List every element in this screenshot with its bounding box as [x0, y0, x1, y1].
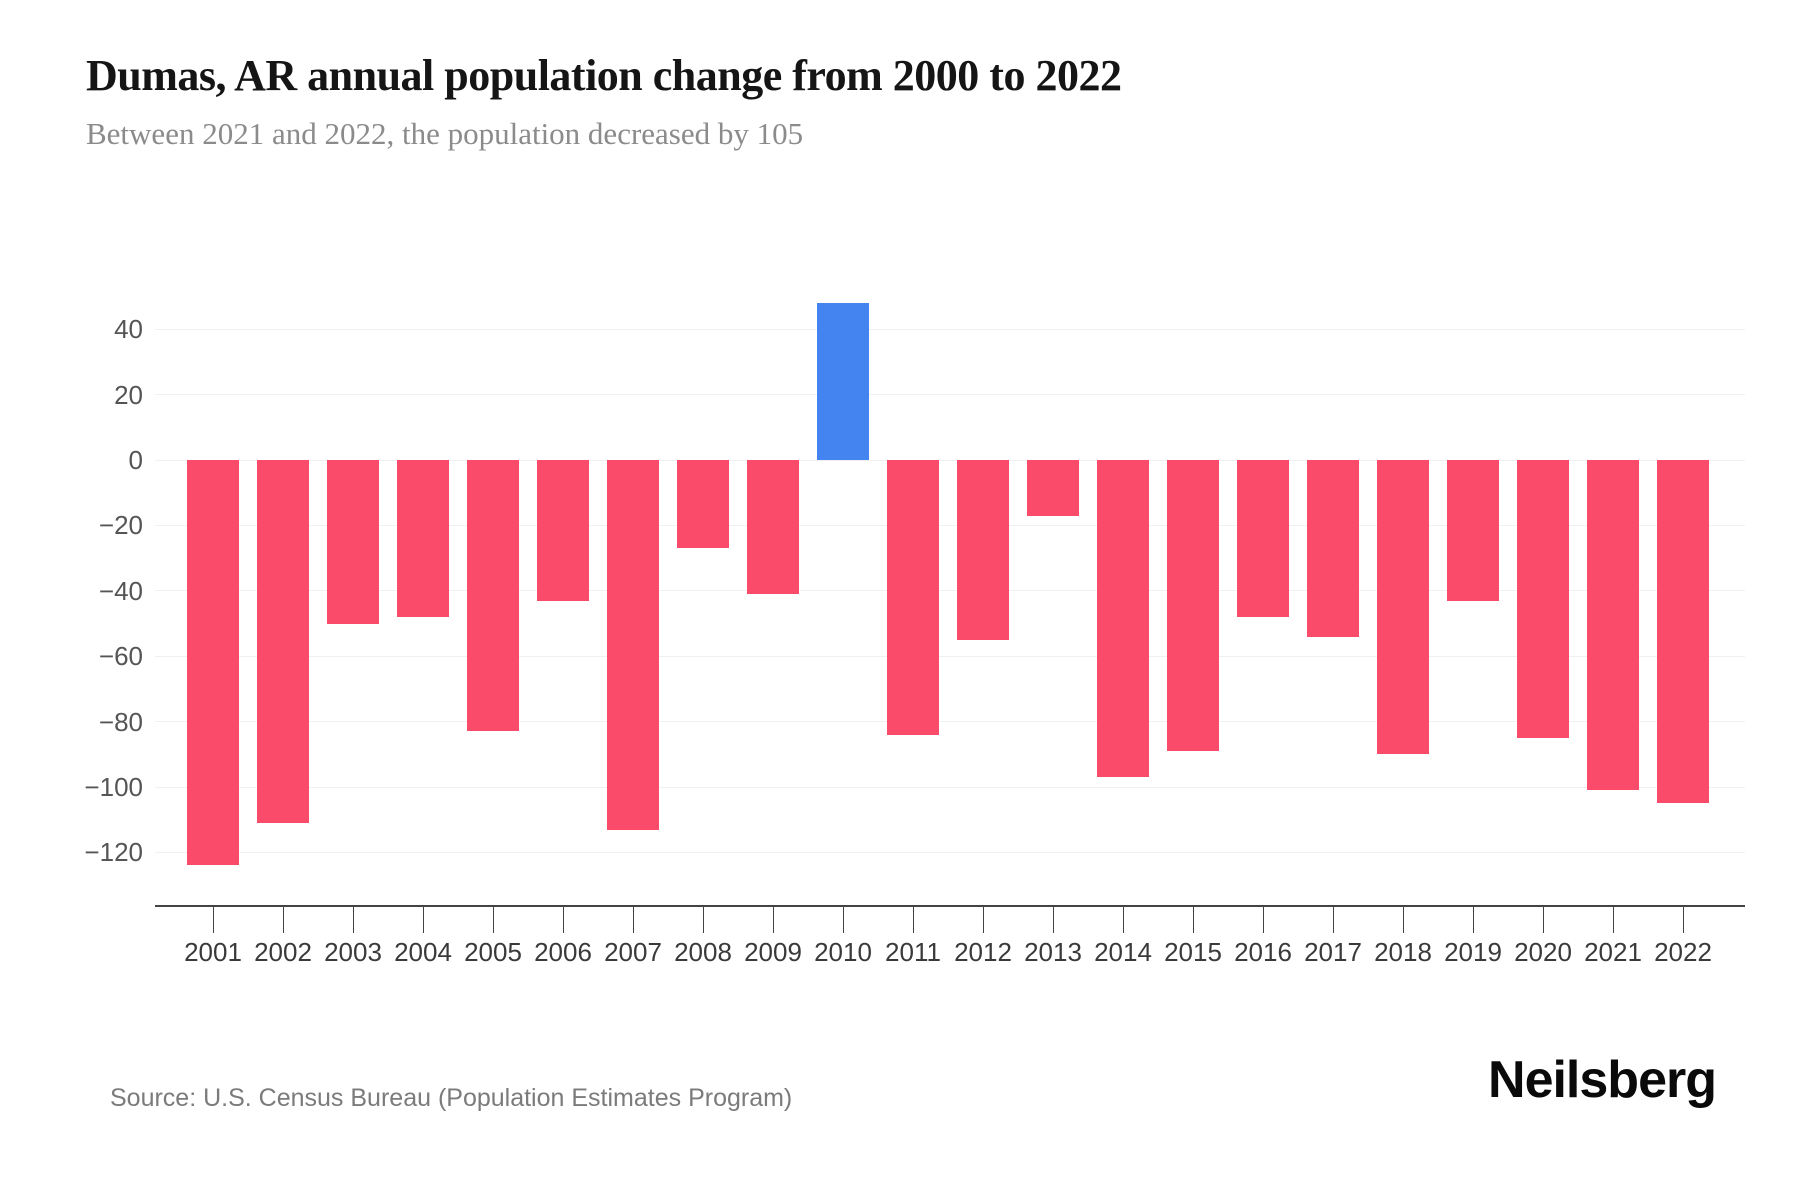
x-axis-tick-label: 2005 [464, 937, 522, 967]
x-axis-tick-label: 2010 [814, 937, 872, 967]
x-axis-tick [1543, 907, 1544, 933]
x-axis-line [155, 905, 1745, 907]
y-axis-tick-label: −100 [84, 772, 143, 802]
gridline [155, 459, 1745, 461]
gridline [155, 328, 1745, 330]
bar-2003[interactable] [327, 460, 379, 624]
x-axis-tick-label: 2012 [954, 937, 1012, 967]
bar-2007[interactable] [607, 460, 659, 830]
x-axis-tick [1473, 907, 1474, 933]
x-axis-tick [843, 907, 844, 933]
source-note: Source: U.S. Census Bureau (Population E… [110, 1084, 793, 1112]
x-axis-tick-label: 2020 [1514, 937, 1572, 967]
bar-2005[interactable] [467, 460, 519, 732]
chart-title: Dumas, AR annual population change from … [86, 51, 1122, 100]
x-axis-tick [1053, 907, 1054, 933]
x-axis-tick-label: 2022 [1654, 937, 1712, 967]
x-axis-tick-label: 2011 [885, 937, 941, 967]
x-axis-tick [703, 907, 704, 933]
bar-2016[interactable] [1237, 460, 1289, 617]
x-axis-tick [563, 907, 564, 933]
y-axis-tick-label: 20 [114, 379, 143, 410]
x-axis-tick-label: 2007 [604, 937, 662, 967]
y-axis-tick-label: −60 [98, 641, 143, 672]
gridline [155, 524, 1745, 526]
bar-2019[interactable] [1447, 460, 1499, 601]
x-axis-tick [1123, 907, 1124, 933]
gridline [155, 590, 1745, 592]
x-axis-tick [1193, 907, 1194, 933]
brand-logo: Neilsberg [1488, 1051, 1717, 1109]
y-axis-tick-label: −80 [98, 706, 143, 737]
x-axis-tick-label: 2001 [184, 937, 242, 967]
bar-2010[interactable] [817, 303, 869, 460]
bar-2018[interactable] [1377, 460, 1429, 755]
x-axis-tick [423, 907, 424, 933]
bar-2012[interactable] [957, 460, 1009, 640]
bar-2022[interactable] [1657, 460, 1709, 804]
x-axis-tick [283, 907, 284, 933]
bar-2006[interactable] [537, 460, 589, 601]
x-axis-tick [633, 907, 634, 933]
x-axis-tick [493, 907, 494, 933]
x-axis-tick [353, 907, 354, 933]
x-axis-tick [1403, 907, 1404, 933]
x-axis-tick [773, 907, 774, 933]
x-axis-tick [1333, 907, 1334, 933]
bar-2017[interactable] [1307, 460, 1359, 637]
chart-subtitle: Between 2021 and 2022, the population de… [86, 116, 804, 151]
gridline [155, 655, 1745, 657]
gridline [155, 721, 1745, 723]
bar-2013[interactable] [1027, 460, 1079, 516]
x-axis-tick-label: 2009 [744, 937, 802, 967]
y-axis-tick-label: −20 [98, 510, 143, 541]
gridline [155, 786, 1745, 788]
bar-2002[interactable] [257, 460, 309, 823]
x-axis-tick [213, 907, 214, 933]
x-axis-tick-label: 2014 [1094, 937, 1152, 967]
x-axis-tick-label: 2002 [254, 937, 312, 967]
x-axis-tick-label: 2018 [1374, 937, 1432, 967]
y-axis-tick-label: −40 [98, 575, 143, 606]
bar-2004[interactable] [397, 460, 449, 617]
bar-2014[interactable] [1097, 460, 1149, 778]
x-axis-tick [1683, 907, 1684, 933]
y-axis-tick-label: −120 [84, 837, 143, 868]
y-axis-tick-label: 0 [128, 445, 143, 475]
x-axis-tick-label: 2008 [674, 937, 732, 967]
bar-2015[interactable] [1167, 460, 1219, 752]
bar-2011[interactable] [887, 460, 939, 735]
gridline [155, 851, 1745, 853]
bar-2020[interactable] [1517, 460, 1569, 738]
bar-2008[interactable] [677, 460, 729, 549]
x-axis-tick [983, 907, 984, 933]
x-axis-tick [1613, 907, 1614, 933]
x-axis-tick [913, 907, 914, 933]
x-axis-tick-label: 2021 [1584, 937, 1642, 967]
y-axis-tick-label: 40 [114, 314, 143, 345]
bar-2021[interactable] [1587, 460, 1639, 791]
gridline [155, 394, 1745, 396]
x-axis-tick-label: 2015 [1164, 937, 1222, 967]
bar-2001[interactable] [187, 460, 239, 866]
x-axis-tick [1263, 907, 1264, 933]
x-axis-tick-label: 2003 [324, 937, 382, 967]
x-axis-tick-label: 2013 [1024, 937, 1082, 967]
x-axis-tick-label: 2006 [534, 937, 592, 967]
x-axis-tick-label: 2004 [394, 937, 452, 967]
bar-2009[interactable] [747, 460, 799, 595]
x-axis-tick-label: 2017 [1304, 937, 1362, 967]
x-axis-tick-label: 2019 [1444, 937, 1502, 967]
x-axis-tick-label: 2016 [1234, 937, 1292, 967]
